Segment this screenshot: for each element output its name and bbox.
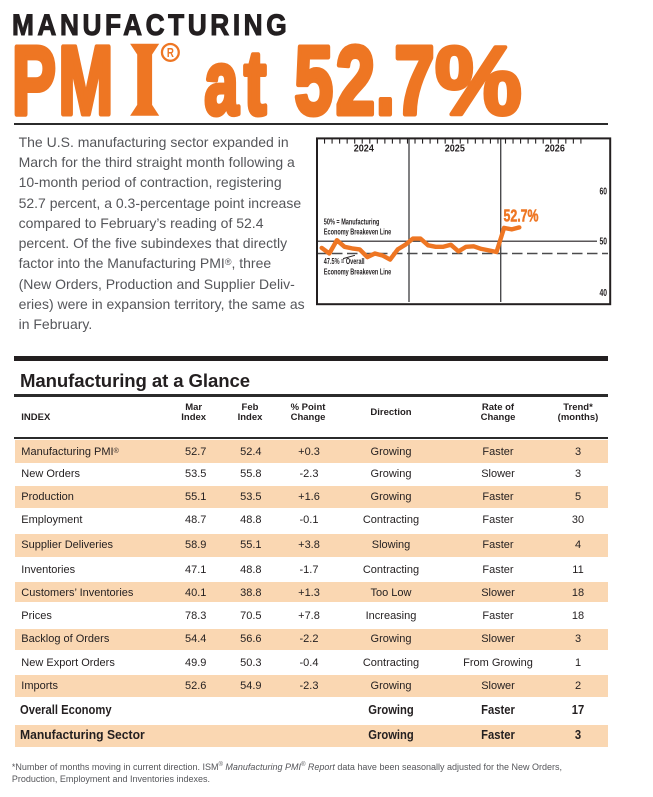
svg-text:Economy Breakeven Line: Economy Breakeven Line [324,267,391,276]
svg-text:2: 2 [336,27,375,130]
svg-text:50: 50 [599,235,607,247]
svg-text:2024: 2024 [354,143,375,155]
svg-text:R: R [167,47,174,60]
svg-text:a: a [204,33,239,130]
svg-text:P: P [12,25,56,130]
svg-text:t: t [244,32,266,130]
svg-text:52.7%: 52.7% [504,206,539,226]
svg-text:40: 40 [599,287,607,299]
svg-text:7: 7 [394,26,434,130]
svg-text:60: 60 [599,185,607,197]
svg-text:47.5% = Overall: 47.5% = Overall [324,257,365,266]
svg-text:%: % [435,25,522,130]
svg-text:M: M [58,25,113,130]
svg-text:Economy Breakeven Line: Economy Breakeven Line [324,227,391,236]
svg-text:2025: 2025 [445,143,466,155]
svg-text:.: . [376,25,395,130]
svg-text:50% = Manufacturing: 50% = Manufacturing [324,218,380,227]
svg-text:5: 5 [294,25,333,130]
svg-text:2026: 2026 [545,143,566,155]
